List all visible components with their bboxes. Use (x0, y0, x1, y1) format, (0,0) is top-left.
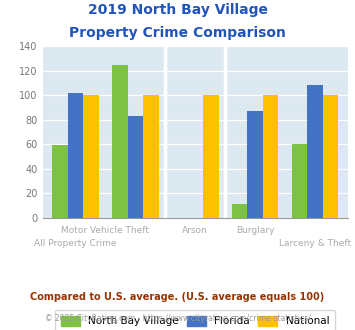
Text: 2019 North Bay Village: 2019 North Bay Village (87, 3, 268, 17)
Bar (143, 95, 159, 218)
Bar (203, 95, 219, 218)
Text: © 2025 CityRating.com - https://www.cityrating.com/crime-statistics/: © 2025 CityRating.com - https://www.city… (45, 314, 310, 323)
Bar (232, 204, 247, 218)
Bar (112, 65, 127, 218)
Bar (52, 146, 68, 218)
Bar (83, 95, 99, 218)
Legend: North Bay Village, Florida, National: North Bay Village, Florida, National (55, 310, 335, 330)
Text: Larceny & Theft: Larceny & Theft (279, 239, 351, 248)
Text: Property Crime Comparison: Property Crime Comparison (69, 26, 286, 40)
Text: Burglary: Burglary (236, 226, 274, 235)
Text: All Property Crime: All Property Crime (34, 239, 117, 248)
Bar (263, 95, 278, 218)
Text: Arson: Arson (182, 226, 208, 235)
Bar (127, 116, 143, 218)
Bar (68, 93, 83, 218)
Bar (291, 144, 307, 218)
Text: Motor Vehicle Theft: Motor Vehicle Theft (61, 226, 149, 235)
Bar (323, 95, 338, 218)
Bar (247, 111, 263, 218)
Text: Compared to U.S. average. (U.S. average equals 100): Compared to U.S. average. (U.S. average … (31, 292, 324, 302)
Bar (307, 85, 323, 218)
